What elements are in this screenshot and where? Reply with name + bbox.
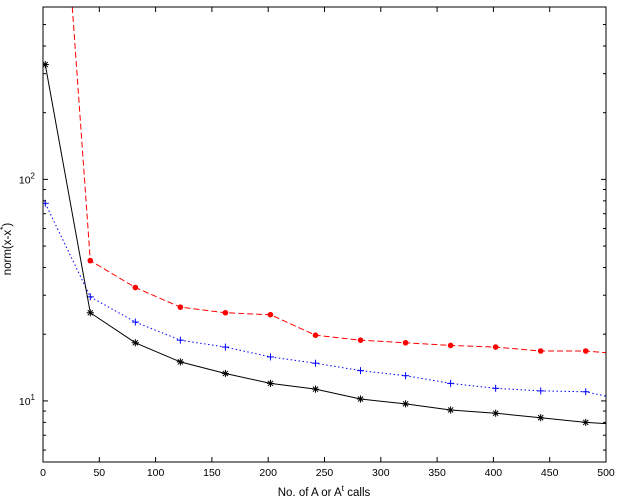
data-point bbox=[447, 406, 455, 414]
series-line-2 bbox=[44, 64, 606, 425]
x-tick-label: 300 bbox=[372, 467, 390, 479]
data-point bbox=[131, 339, 139, 347]
data-point bbox=[267, 311, 274, 318]
y-tick-label: 101 bbox=[19, 393, 36, 408]
data-point bbox=[131, 318, 139, 326]
data-point bbox=[357, 337, 364, 343]
marker-stroke bbox=[87, 309, 94, 316]
data-point bbox=[176, 336, 184, 344]
data-point bbox=[537, 348, 544, 354]
data-point bbox=[537, 414, 545, 422]
data-point bbox=[582, 388, 590, 396]
data-point bbox=[311, 385, 320, 393]
data-point bbox=[582, 348, 589, 354]
x-tick-label: 0 bbox=[40, 467, 46, 479]
x-tick-label: 400 bbox=[485, 467, 503, 479]
data-point bbox=[266, 353, 274, 361]
data-point bbox=[221, 343, 229, 351]
data-point bbox=[86, 293, 94, 301]
marker-stroke bbox=[222, 370, 229, 377]
data-point bbox=[492, 344, 499, 350]
marker-stroke bbox=[43, 61, 49, 68]
data-point bbox=[221, 369, 230, 378]
data-point bbox=[401, 400, 410, 408]
data-point bbox=[177, 304, 184, 310]
data-point bbox=[43, 60, 49, 69]
x-tick-label: 150 bbox=[203, 467, 221, 479]
y-tick-label: 102 bbox=[19, 171, 36, 186]
data-group bbox=[43, 7, 606, 426]
data-point bbox=[86, 309, 94, 317]
data-point bbox=[447, 342, 454, 349]
x-tick-label: 200 bbox=[259, 467, 277, 479]
data-point bbox=[402, 339, 409, 346]
marker-stroke bbox=[177, 359, 184, 365]
data-point bbox=[132, 284, 139, 291]
axes-frame bbox=[42, 6, 607, 463]
plot-layer bbox=[43, 7, 606, 426]
x-tick-label: 250 bbox=[316, 467, 334, 479]
data-point bbox=[492, 409, 500, 417]
data-point bbox=[537, 387, 545, 395]
marker-stroke bbox=[132, 339, 139, 346]
marker-stroke bbox=[312, 386, 319, 393]
x-tick-label: 350 bbox=[428, 467, 446, 479]
marker-stroke bbox=[402, 400, 409, 407]
x-tick-label: 100 bbox=[147, 467, 165, 479]
marker-stroke bbox=[447, 407, 454, 413]
data-point bbox=[492, 384, 500, 392]
x-axis-label: No. of A or At calls bbox=[278, 483, 371, 499]
data-point bbox=[357, 367, 365, 375]
data-point bbox=[312, 332, 319, 338]
data-point bbox=[356, 395, 365, 403]
series-line-1 bbox=[44, 203, 606, 397]
data-point bbox=[87, 257, 94, 264]
marker-stroke bbox=[357, 396, 364, 402]
data-point bbox=[447, 379, 455, 387]
axes-layer: 0 50 100 150 200 250 300 350 400 450 500 101 102 bbox=[19, 6, 615, 479]
marker-stroke bbox=[582, 419, 589, 426]
x-tick-label: 50 bbox=[93, 467, 105, 479]
data-point bbox=[311, 359, 319, 367]
series-line-0 bbox=[71, 7, 606, 354]
x-tick-label: 450 bbox=[541, 467, 559, 479]
data-point bbox=[266, 379, 275, 387]
marker-stroke bbox=[537, 414, 544, 421]
marker-stroke bbox=[492, 410, 499, 417]
data-point bbox=[222, 309, 229, 316]
data-point bbox=[582, 418, 590, 426]
y-axis-label: norm(x-x*) bbox=[0, 223, 14, 276]
x-tick-label: 500 bbox=[597, 467, 615, 479]
data-point bbox=[402, 372, 410, 380]
data-point bbox=[176, 358, 184, 366]
marker-stroke bbox=[267, 380, 274, 387]
